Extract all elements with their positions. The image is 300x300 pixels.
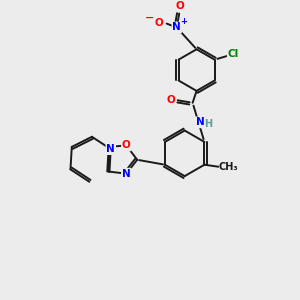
Text: O: O (176, 1, 184, 11)
Text: N: N (106, 144, 115, 154)
Text: O: O (122, 140, 131, 150)
Text: Cl: Cl (228, 49, 239, 59)
Text: N: N (122, 169, 131, 178)
Text: N: N (196, 117, 205, 128)
Text: −: − (145, 13, 155, 22)
Text: +: + (180, 17, 187, 26)
Text: O: O (154, 17, 163, 28)
Text: N: N (172, 22, 181, 32)
Text: H: H (204, 119, 212, 129)
Text: O: O (167, 95, 175, 105)
Text: CH₃: CH₃ (218, 162, 238, 172)
